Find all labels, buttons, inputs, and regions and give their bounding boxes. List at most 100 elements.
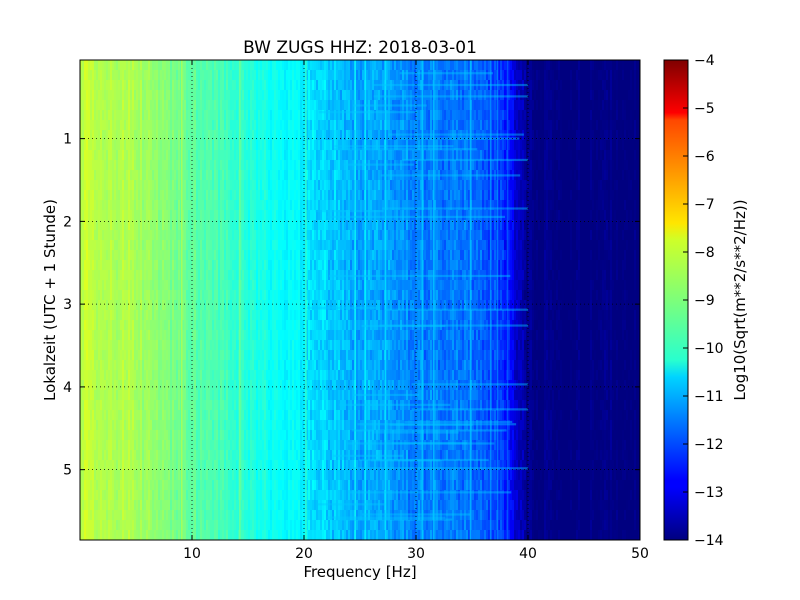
heatmap-cell xyxy=(148,70,151,81)
heatmap-cell xyxy=(104,430,107,441)
heatmap-cell xyxy=(130,370,133,381)
heatmap-cell xyxy=(122,130,125,141)
heatmap-cell xyxy=(162,320,165,331)
heatmap-cell xyxy=(198,310,201,321)
heatmap-cell xyxy=(120,260,123,271)
heatmap-cell xyxy=(176,90,179,101)
heatmap-cell xyxy=(152,480,155,491)
heatmap-cell xyxy=(124,410,127,421)
heatmap-cell xyxy=(204,400,207,411)
heatmap-cell xyxy=(138,190,141,201)
heatmap-cell xyxy=(192,90,195,101)
heatmap-cell xyxy=(172,140,175,151)
heatmap-cell xyxy=(208,520,211,531)
heatmap-cell xyxy=(136,490,139,501)
heatmap-cell xyxy=(114,510,117,521)
heatmap-cell xyxy=(174,500,177,511)
heatmap-cell xyxy=(96,350,99,361)
heatmap-cell xyxy=(166,100,169,111)
heatmap-cell xyxy=(136,220,139,231)
heatmap-cell xyxy=(86,280,89,291)
heatmap-cell xyxy=(206,380,209,391)
heatmap-cell xyxy=(204,490,207,501)
heatmap-cell xyxy=(128,310,131,321)
heatmap-cell xyxy=(166,530,169,540)
heatmap-cell xyxy=(192,160,195,171)
heatmap-cell xyxy=(176,460,179,471)
heatmap-cell xyxy=(172,240,175,251)
heatmap-cell xyxy=(82,60,85,71)
heatmap-cell xyxy=(186,120,189,131)
heatmap-cell xyxy=(142,370,145,381)
heatmap-cell xyxy=(168,150,171,161)
heatmap-cell xyxy=(188,300,191,311)
heatmap-cell xyxy=(174,150,177,161)
heatmap-cell xyxy=(170,460,173,471)
heatmap-cell xyxy=(152,410,155,421)
heatmap-cell xyxy=(106,350,109,361)
heatmap-cell xyxy=(214,250,217,261)
heatmap-cell xyxy=(178,330,181,341)
heatmap-cell xyxy=(146,370,149,381)
heatmap-cell xyxy=(162,260,165,271)
heatmap-cell xyxy=(206,100,209,111)
heatmap-cell xyxy=(214,270,217,281)
heatmap-cell xyxy=(116,410,119,421)
heatmap-cell xyxy=(118,390,121,401)
heatmap-cell xyxy=(190,290,193,301)
heatmap-cell xyxy=(100,440,103,451)
heatmap-cell xyxy=(92,460,95,471)
heatmap-cell xyxy=(188,110,191,121)
heatmap-cell xyxy=(172,450,175,461)
heatmap-cell xyxy=(182,490,185,501)
heatmap-cell xyxy=(190,360,193,371)
heatmap-cell xyxy=(142,480,145,491)
heatmap-cell xyxy=(90,360,93,371)
heatmap-cell xyxy=(98,70,101,81)
heatmap-cell xyxy=(198,530,201,540)
heatmap-cell xyxy=(148,400,151,411)
heatmap-cell xyxy=(190,210,193,221)
heatmap-cell xyxy=(150,460,153,471)
heatmap-cell xyxy=(114,450,117,461)
heatmap-cell xyxy=(212,260,215,271)
heatmap-cell xyxy=(208,90,211,101)
heatmap-cell xyxy=(186,530,189,540)
heatmap-cell xyxy=(136,260,139,271)
heatmap-cell xyxy=(104,320,107,331)
heatmap-cell xyxy=(188,160,191,171)
heatmap-cell xyxy=(104,220,107,231)
heatmap-cell xyxy=(144,210,147,221)
heatmap-cells xyxy=(80,60,640,540)
heatmap-cell xyxy=(118,440,121,451)
heatmap-cell xyxy=(190,90,193,101)
heatmap-cell xyxy=(148,340,151,351)
heatmap-cell xyxy=(196,270,199,281)
heatmap-cell xyxy=(182,150,185,161)
heatmap-cell xyxy=(106,80,109,91)
heatmap-cell xyxy=(120,120,123,131)
heatmap-cell xyxy=(136,230,139,241)
heatmap-cell xyxy=(148,140,151,151)
heatmap-cell xyxy=(126,400,129,411)
heatmap-cell xyxy=(162,520,165,531)
heatmap-cell xyxy=(156,170,159,181)
heatmap-cell xyxy=(116,90,119,101)
heatmap-cell xyxy=(172,110,175,121)
heatmap-cell xyxy=(116,320,119,331)
heatmap-cell xyxy=(108,330,111,341)
heatmap-cell xyxy=(206,390,209,401)
heatmap-cell xyxy=(154,430,157,441)
heatmap-cell xyxy=(84,160,87,171)
heatmap-cell xyxy=(172,310,175,321)
heatmap-cell xyxy=(80,480,83,491)
heatmap-cell xyxy=(186,370,189,381)
heatmap-cell xyxy=(142,120,145,131)
heatmap-cell xyxy=(172,460,175,471)
heatmap-cell xyxy=(172,150,175,161)
heatmap-cell xyxy=(86,160,89,171)
heatmap-cell xyxy=(86,260,89,271)
heatmap-cell xyxy=(168,230,171,241)
heatmap-cell xyxy=(158,190,161,201)
heatmap-cell xyxy=(152,140,155,151)
